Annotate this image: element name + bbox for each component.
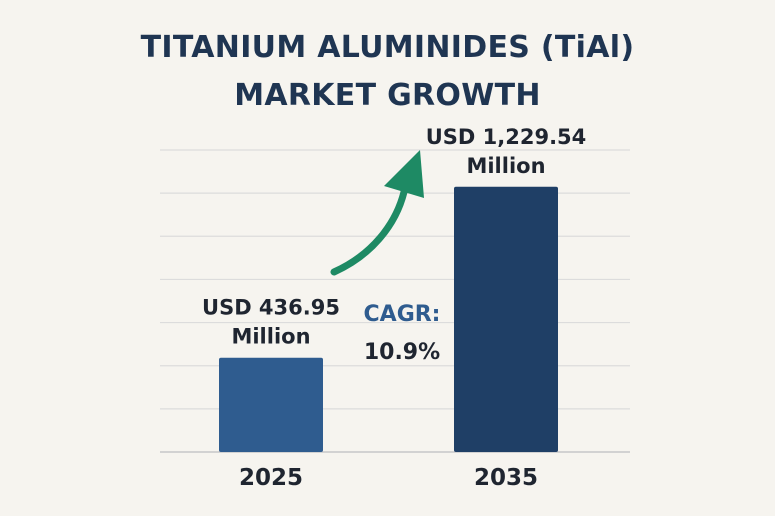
data-label-2035: USD 1,229.54 bbox=[426, 125, 587, 149]
cagr-value: 10.9% bbox=[364, 340, 440, 365]
growth-arrow-head bbox=[384, 150, 424, 198]
growth-arrow bbox=[330, 150, 424, 276]
data-label-2035: Million bbox=[466, 154, 545, 178]
data-label-2025: Million bbox=[231, 325, 310, 349]
x-tick-label-2035: 2035 bbox=[474, 465, 538, 491]
x-tick-label-2025: 2025 bbox=[239, 465, 303, 491]
growth-arrow-shaft bbox=[330, 188, 408, 276]
chart-title-line-1: TITANIUM ALUMINIDES (TiAl) bbox=[140, 30, 635, 65]
bars bbox=[219, 186, 558, 452]
bar-2035 bbox=[454, 186, 558, 452]
data-label-2025: USD 436.95 bbox=[202, 296, 340, 320]
chart-title-line-2: MARKET GROWTH bbox=[234, 78, 541, 113]
labels: 2025 USD 436.95 Million 2035 USD 1,229.54 Mil… bbox=[202, 125, 586, 491]
chart-title: TITANIUM ALUMINIDES (TiAl) MARKET GROWTH bbox=[0, 24, 775, 120]
cagr-label: CAGR: bbox=[364, 302, 441, 327]
bar-2025 bbox=[219, 357, 323, 452]
